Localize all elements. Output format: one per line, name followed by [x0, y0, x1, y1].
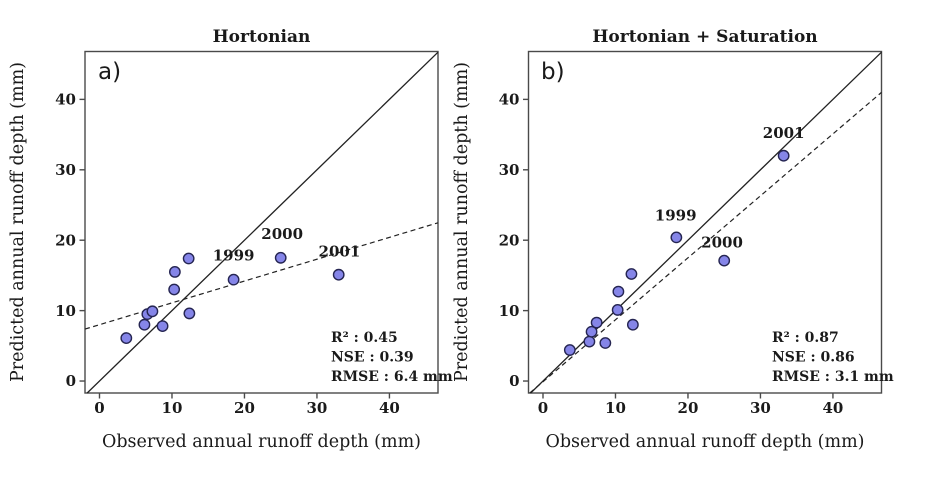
y-tick-label: 40	[55, 91, 76, 109]
one-to-one-line	[86, 51, 439, 394]
y-tick-label: 0	[509, 372, 519, 390]
plot-frame	[527, 50, 883, 394]
panel-a-stat-nse: NSE : 0.39	[331, 350, 414, 366]
plot-frame	[84, 50, 439, 394]
panel-b-letter: b)	[541, 59, 565, 85]
data-point	[777, 149, 790, 162]
data-point	[138, 318, 151, 331]
y-tick-label: 40	[499, 91, 520, 109]
panel-b-x-axis-label: Observed annual runoff depth (mm)	[545, 432, 864, 452]
y-tick-label: 10	[55, 302, 76, 320]
panel-b-title: Hortonian + Saturation	[592, 27, 817, 47]
data-point	[625, 268, 638, 280]
panel-b-stat-nse: NSE : 0.86	[772, 350, 855, 366]
data-point	[146, 305, 159, 318]
panel-b-stat-r2: R² : 0.87	[772, 330, 839, 346]
data-point	[227, 273, 240, 286]
y-tick-label: 30	[55, 161, 76, 179]
x-tick-label: 20	[234, 399, 255, 417]
x-tick-label: 20	[678, 399, 699, 417]
x-tick-label: 30	[307, 399, 328, 417]
year-label: 2001	[319, 242, 361, 260]
data-point	[599, 337, 612, 349]
y-tick-label: 20	[499, 231, 520, 249]
x-tick-label: 30	[750, 399, 771, 417]
y-tick-label: 20	[55, 231, 76, 249]
data-point	[611, 304, 624, 316]
data-point	[612, 285, 625, 298]
panel-a-stat-rmse: RMSE : 6.4 mm	[331, 369, 453, 385]
y-tick-label: 10	[499, 302, 520, 320]
x-tick-label: 40	[822, 399, 843, 417]
panel-a-x-axis-label: Observed annual runoff depth (mm)	[102, 432, 421, 452]
data-point	[718, 254, 731, 267]
y-tick-label: 0	[66, 372, 76, 390]
data-point	[274, 251, 287, 264]
data-point	[168, 265, 181, 278]
data-point	[182, 252, 195, 265]
panel-b-y-axis-label: Predicted annual runoff depth (mm)	[452, 62, 472, 382]
year-label: 1999	[655, 207, 697, 225]
year-label: 1999	[213, 247, 255, 265]
panel-a-letter: a)	[98, 59, 121, 85]
panel-a-plot: 0 10 20 30 40 0 10 20 30 40 1999 2000 2001	[55, 50, 439, 417]
x-tick-label: 40	[379, 399, 400, 417]
data-point	[626, 318, 639, 331]
data-point	[585, 325, 598, 338]
data-point	[563, 344, 576, 356]
panel-a-y-axis-label: Predicted annual runoff depth (mm)	[8, 62, 28, 382]
x-tick-label: 10	[605, 399, 626, 417]
data-point	[590, 316, 603, 329]
x-tick-label: 0	[538, 399, 548, 417]
data-point	[583, 335, 596, 348]
year-label: 2001	[763, 124, 805, 142]
panel-a-title: Hortonian	[213, 27, 311, 47]
data-point	[168, 283, 181, 296]
panel-a-stat-r2: R² : 0.45	[331, 330, 398, 346]
data-point	[156, 320, 169, 333]
data-point	[120, 332, 133, 344]
year-label: 2000	[261, 225, 303, 243]
x-tick-label: 0	[94, 399, 104, 417]
x-tick-label: 10	[162, 399, 183, 417]
y-tick-label: 30	[499, 161, 520, 179]
data-point	[183, 307, 196, 320]
data-point	[670, 231, 683, 244]
panel-b-stat-rmse: RMSE : 3.1 mm	[772, 369, 894, 385]
data-point	[332, 268, 345, 281]
year-label: 2000	[701, 233, 743, 251]
